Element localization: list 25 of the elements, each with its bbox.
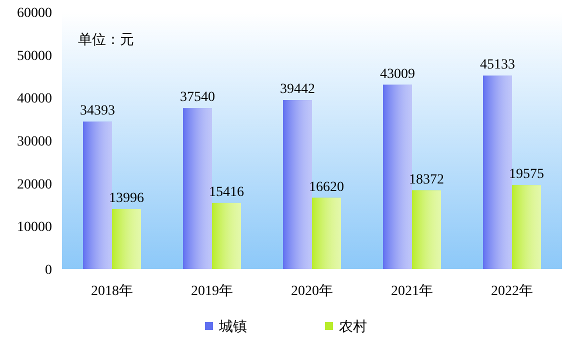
annotation: 单位：元	[78, 32, 134, 48]
data-label: 19575	[509, 167, 544, 182]
y-tick-label: 30000	[17, 134, 52, 150]
x-tick-label: 2018年	[91, 283, 133, 299]
y-tick-label: 20000	[17, 177, 52, 192]
data-label: 15416	[209, 184, 244, 200]
y-tick-label: 40000	[17, 92, 52, 107]
data-label: 34393	[80, 104, 115, 119]
legend-label: 农村	[339, 319, 367, 335]
data-label: 37540	[180, 90, 215, 106]
y-tick-label: 50000	[17, 48, 52, 64]
data-label: 39442	[280, 82, 315, 98]
x-tick-label: 2020年	[291, 283, 333, 299]
y-tick-label: 10000	[17, 220, 52, 236]
y-tick-label: 60000	[17, 6, 52, 21]
data-label: 18372	[409, 172, 444, 188]
data-label: 45133	[480, 58, 515, 73]
x-tick-label: 2022年	[491, 283, 533, 299]
data-label: 16620	[309, 180, 344, 195]
data-label: 43009	[380, 66, 415, 82]
x-tick-label: 2021年	[391, 283, 433, 299]
x-tick-label: 2019年	[191, 283, 233, 299]
data-label: 13996	[109, 191, 144, 206]
legend-label: 城镇	[218, 319, 247, 335]
y-tick-label: 0	[45, 263, 52, 278]
